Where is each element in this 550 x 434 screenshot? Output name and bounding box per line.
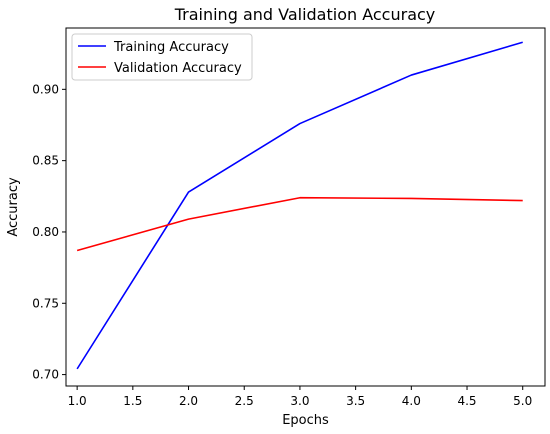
- y-tick-label: 0.85: [32, 154, 59, 168]
- x-tick-label: 3.5: [346, 394, 365, 408]
- x-tick-label: 5.0: [513, 394, 532, 408]
- x-tick-label: 2.5: [235, 394, 254, 408]
- y-tick-label: 0.90: [32, 82, 59, 96]
- x-tick-label: 1.5: [123, 394, 142, 408]
- x-tick-label: 4.5: [457, 394, 476, 408]
- x-tick-label: 4.0: [402, 394, 421, 408]
- y-tick-label: 0.80: [32, 225, 59, 239]
- legend-box: [71, 33, 253, 81]
- x-axis-label: Epochs: [282, 413, 329, 428]
- y-tick-label: 0.75: [32, 296, 59, 310]
- series-line-training: [76, 41, 523, 370]
- y-axis-label: Accuracy: [6, 177, 21, 237]
- x-tick-label: 3.0: [290, 394, 309, 408]
- y-tick-label: 0.70: [32, 368, 59, 382]
- x-tick-label: 2.0: [179, 394, 198, 408]
- chart-title: Training and Validation Accuracy: [174, 5, 436, 24]
- legend-label: Training Accuracy: [113, 40, 229, 55]
- plot-frame: [65, 27, 546, 387]
- legend-label: Validation Accuracy: [114, 61, 242, 76]
- legend: Training Accuracy Validation Accuracy: [71, 33, 253, 81]
- series-line-validation: [76, 196, 523, 252]
- x-tick-label: 1.0: [68, 394, 87, 408]
